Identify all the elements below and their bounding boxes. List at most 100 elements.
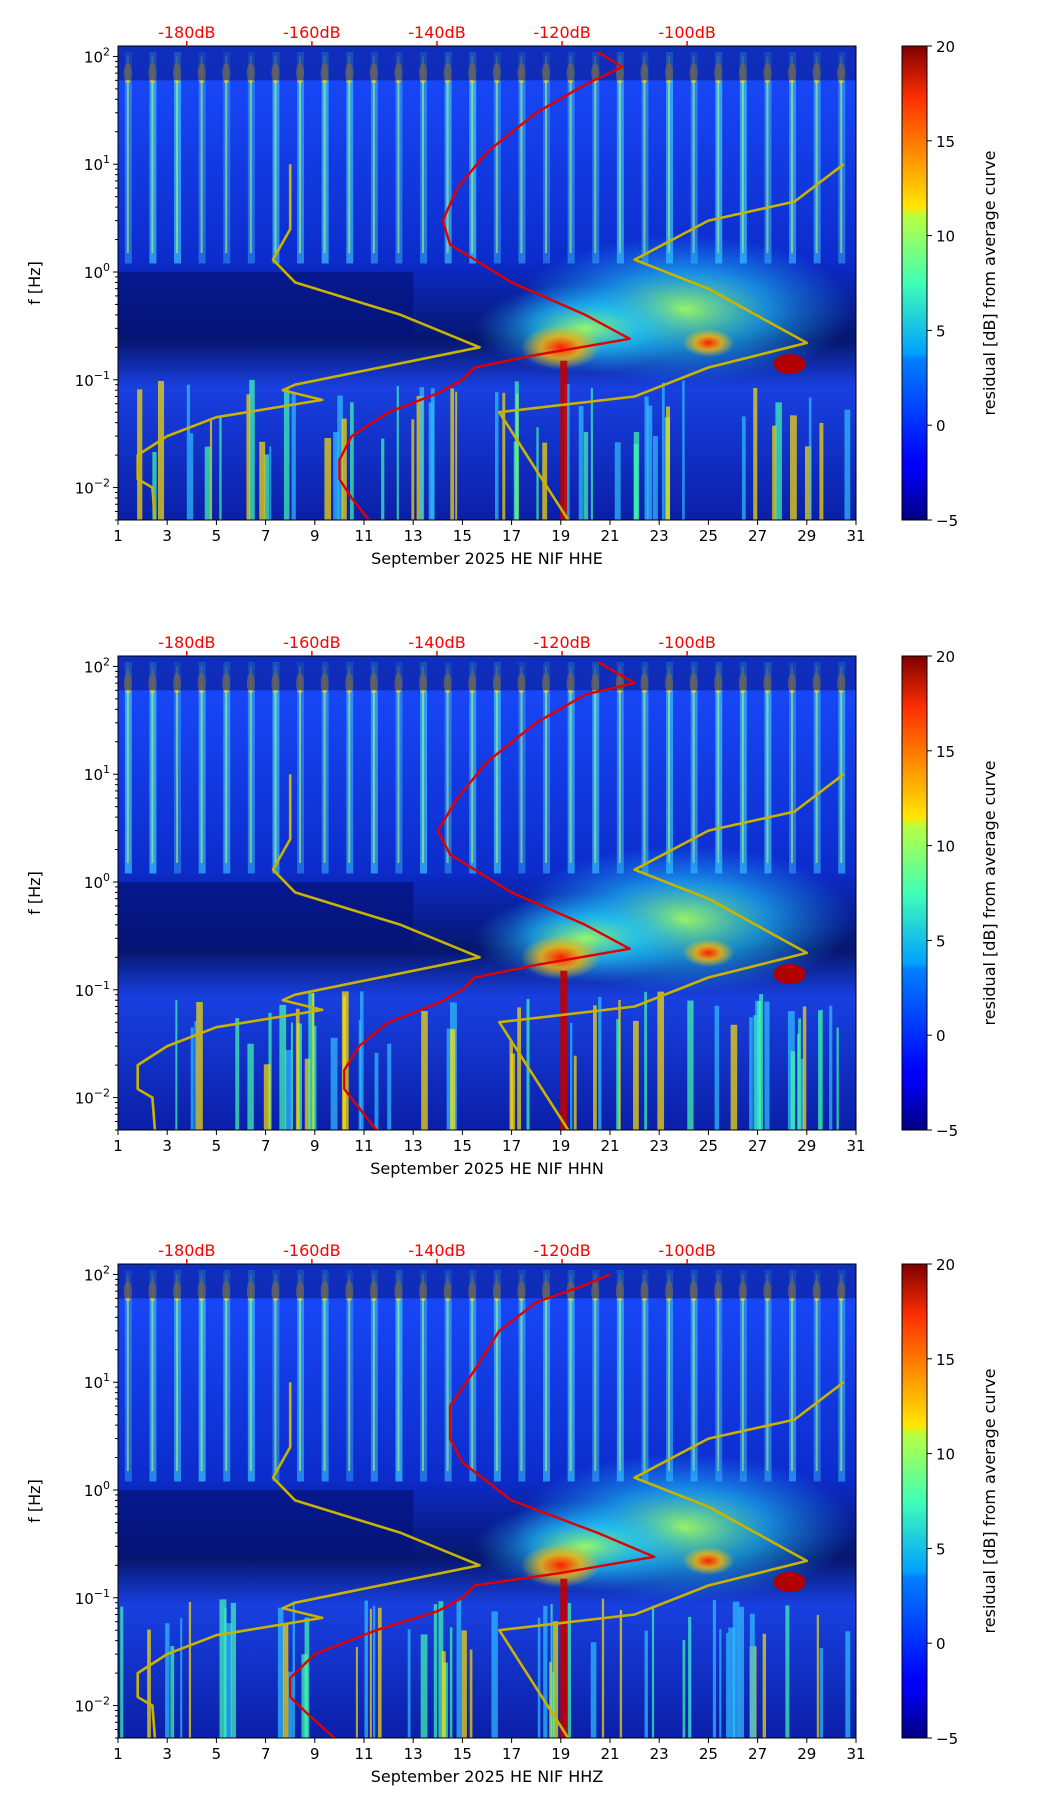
y-tick-label: 10−2: [75, 1087, 110, 1108]
x-axis-label: September 2025 HE NIF HHE: [371, 549, 603, 568]
colorbar-tick-label: 0: [936, 1027, 946, 1045]
x-tick-label: 3: [162, 527, 172, 545]
x-tick-label: 27: [748, 1745, 767, 1763]
x-tick-label: 13: [404, 527, 423, 545]
x-tick-label: 25: [699, 1137, 718, 1155]
x-tick-label: 29: [797, 1137, 816, 1155]
y-tick-label: 101: [84, 153, 110, 174]
series-yellow-curve-right: [498, 773, 845, 1130]
x-tick-label: 31: [846, 1745, 865, 1763]
x-tick-label: 5: [212, 1137, 222, 1155]
top-db-label: -180dB: [158, 1241, 215, 1260]
y-tick-label: 100: [84, 871, 110, 892]
x-tick-label: 25: [699, 527, 718, 545]
series-red-curve: [338, 50, 631, 520]
x-tick-label: 3: [162, 1137, 172, 1155]
top-db-label: -120dB: [533, 1241, 590, 1260]
x-tick-label: 13: [404, 1137, 423, 1155]
x-tick-label: 15: [453, 527, 472, 545]
x-tick-label: 7: [261, 527, 271, 545]
top-db-label: -100dB: [658, 1241, 715, 1260]
series-yellow-curve: [136, 774, 481, 1130]
top-db-label: -120dB: [533, 23, 590, 42]
series-yellow-curve-right: [498, 163, 845, 520]
colorbar-tick-label: 10: [936, 228, 955, 246]
colorbar-tick-label: 10: [936, 838, 955, 856]
x-tick-label: 7: [261, 1137, 271, 1155]
x-tick-label: 31: [846, 527, 865, 545]
series-red-curve: [343, 660, 636, 1130]
top-db-label: -180dB: [158, 633, 215, 652]
y-axis-label: f [Hz]: [25, 871, 44, 915]
plot-frame: [117, 1263, 857, 1739]
x-tick-label: 1: [113, 1745, 123, 1763]
y-tick-label: 101: [84, 763, 110, 784]
top-db-label: -160dB: [283, 23, 340, 42]
series-yellow-curve-right: [498, 1381, 845, 1738]
y-tick-label: 10−1: [75, 979, 110, 1000]
x-tick-label: 25: [699, 1745, 718, 1763]
colorbar-tick-label: 20: [936, 648, 955, 666]
x-tick-label: 31: [846, 1137, 865, 1155]
y-tick-label: 101: [84, 1371, 110, 1392]
x-tick-label: 19: [551, 1745, 570, 1763]
x-tick-label: 15: [453, 1137, 472, 1155]
x-tick-label: 15: [453, 1745, 472, 1763]
colorbar-tick-label: −5: [936, 512, 958, 530]
colorbar: [901, 655, 928, 1131]
top-db-label: -100dB: [658, 23, 715, 42]
top-db-label: -160dB: [283, 1241, 340, 1260]
y-axis-label: f [Hz]: [25, 1479, 44, 1523]
x-tick-label: 17: [502, 527, 521, 545]
x-axis-label: September 2025 HE NIF HHZ: [371, 1767, 604, 1786]
y-axis-label: f [Hz]: [25, 261, 44, 305]
x-tick-label: 7: [261, 1745, 271, 1763]
top-db-label: -140dB: [408, 633, 465, 652]
y-tick-label: 10−2: [75, 1695, 110, 1716]
x-tick-label: 23: [650, 1745, 669, 1763]
x-tick-label: 9: [310, 1137, 320, 1155]
x-tick-label: 21: [600, 1137, 619, 1155]
x-tick-label: 17: [502, 1137, 521, 1155]
y-tick-label: 100: [84, 261, 110, 282]
x-tick-label: 9: [310, 527, 320, 545]
spectrogram-texture: [118, 1264, 856, 1738]
colorbar-tick-label: 5: [936, 932, 946, 950]
x-tick-label: 11: [354, 527, 373, 545]
plot-frame: [117, 655, 857, 1131]
colorbar-tick-label: 20: [936, 1256, 955, 1274]
colorbar-label: residual [dB] from average curve: [980, 761, 999, 1026]
x-tick-label: 11: [354, 1137, 373, 1155]
x-tick-label: 21: [600, 527, 619, 545]
y-tick-label: 10−2: [75, 477, 110, 498]
y-tick-label: 102: [84, 655, 110, 676]
colorbar-tick-label: 20: [936, 38, 955, 56]
colorbar-label: residual [dB] from average curve: [980, 151, 999, 416]
y-tick-label: 102: [84, 45, 110, 66]
series-yellow-curve: [136, 1382, 481, 1738]
x-tick-label: 21: [600, 1745, 619, 1763]
x-tick-label: 13: [404, 1745, 423, 1763]
top-db-label: -100dB: [658, 633, 715, 652]
x-tick-label: 23: [650, 527, 669, 545]
plot-frame: [117, 45, 857, 521]
y-tick-label: 10−1: [75, 369, 110, 390]
top-db-label: -180dB: [158, 23, 215, 42]
spectrogram-texture: [118, 46, 856, 520]
colorbar-tick-label: 0: [936, 417, 946, 435]
colorbar-tick-label: 0: [936, 1635, 946, 1653]
colorbar-tick-label: −5: [936, 1730, 958, 1748]
series-red-curve: [289, 1273, 656, 1738]
x-tick-label: 27: [748, 1137, 767, 1155]
top-db-label: -140dB: [408, 1241, 465, 1260]
x-tick-label: 1: [113, 1137, 123, 1155]
colorbar-tick-label: −5: [936, 1122, 958, 1140]
colorbar-label: residual [dB] from average curve: [980, 1369, 999, 1634]
x-tick-label: 1: [113, 527, 123, 545]
colorbar-tick-label: 15: [936, 1351, 955, 1369]
